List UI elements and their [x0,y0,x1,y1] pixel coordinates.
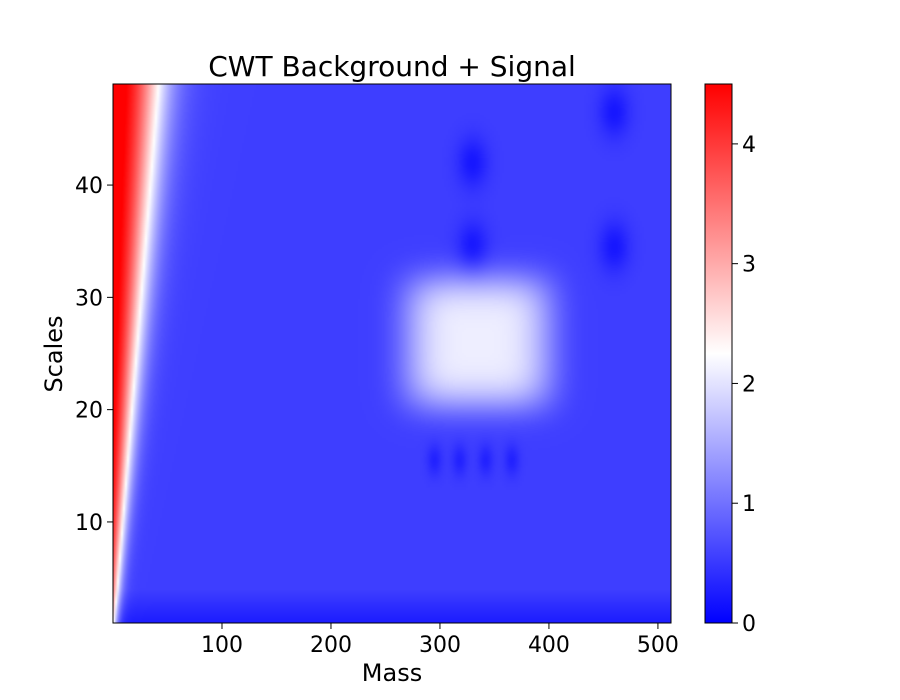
x-tick-label: 500 [637,633,679,658]
x-tick-label: 200 [310,633,352,658]
colorbar-tick-label: 2 [742,372,756,397]
chart-title: CWT Background + Signal [208,50,576,83]
heatmap-plot-area [112,83,672,624]
x-tick-label: 300 [419,633,461,658]
colorbar-tick-label: 4 [742,133,756,158]
colorbar-tick-label: 1 [742,492,756,517]
y-axis-label: Scales [40,315,68,392]
y-tick-label: 30 [75,286,103,311]
x-tick-label: 100 [201,633,243,658]
x-tick-label: 400 [528,633,570,658]
colorbar-tick-label: 3 [742,253,756,278]
y-axis: 10 20 30 40 [75,174,113,536]
colorbar-ticks: 0 1 2 3 4 [732,133,756,637]
y-tick-label: 40 [75,174,103,199]
x-axis: 100 200 300 400 500 [201,623,679,658]
y-tick-label: 10 [75,511,103,536]
colorbar-gradient [704,83,733,624]
x-axis-label: Mass [362,659,422,687]
y-tick-label: 20 [75,399,103,424]
heatmap-image [113,84,671,623]
plot-frame [112,83,672,624]
colorbar: 0 1 2 3 4 [704,83,756,637]
colorbar-tick-label: 0 [742,612,756,637]
